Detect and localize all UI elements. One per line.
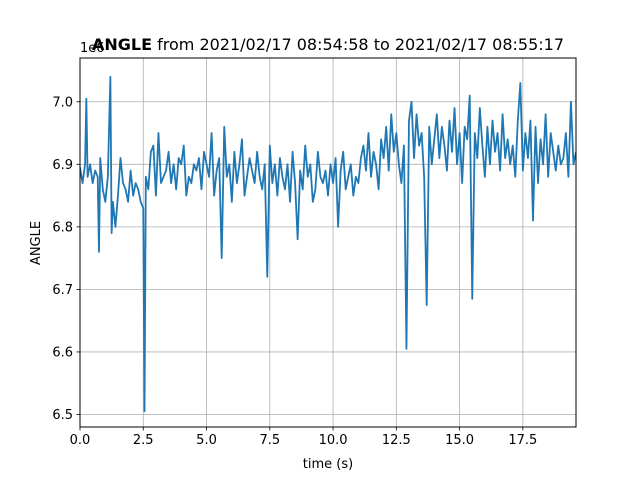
series-line-0 — [80, 75, 576, 413]
plot-frame — [79, 57, 577, 428]
chart-title-bold: ANGLE — [92, 35, 152, 54]
series-layer — [80, 75, 576, 413]
x-tick-label: 7.5 — [259, 433, 280, 448]
y-tick-label: 6.9 — [52, 158, 73, 173]
x-tick-label: 17.5 — [508, 433, 537, 448]
chart-title-rest: from 2021/02/17 08:54:58 to 2021/02/17 0… — [152, 35, 564, 54]
ticks: 0.0 2.5 5.0 7.5 10.0 12.5 15.0 17.5 6.5 6.6 6.7 6.8… — [52, 95, 537, 448]
x-tick-label: 15.0 — [445, 433, 474, 448]
chart-title: ANGLE from 2021/02/17 08:54:58 to 2021/0… — [92, 35, 564, 54]
y-offset-label: 1e6 — [80, 41, 105, 56]
x-axis-label: time (s) — [303, 457, 353, 472]
y-tick-label: 6.6 — [52, 345, 73, 360]
y-tick-label: 6.5 — [52, 408, 73, 423]
x-tick-label: 5.0 — [196, 433, 217, 448]
y-tick-label: 7.0 — [52, 95, 73, 110]
x-tick-label: 0.0 — [70, 433, 91, 448]
x-tick-label: 12.5 — [382, 433, 411, 448]
y-tick-label: 6.7 — [52, 283, 73, 298]
grid — [79, 58, 576, 427]
y-tick-label: 6.8 — [52, 220, 73, 235]
y-axis-label: ANGLE — [29, 221, 44, 265]
x-tick-label: 2.5 — [133, 433, 154, 448]
x-tick-label: 10.0 — [319, 433, 348, 448]
